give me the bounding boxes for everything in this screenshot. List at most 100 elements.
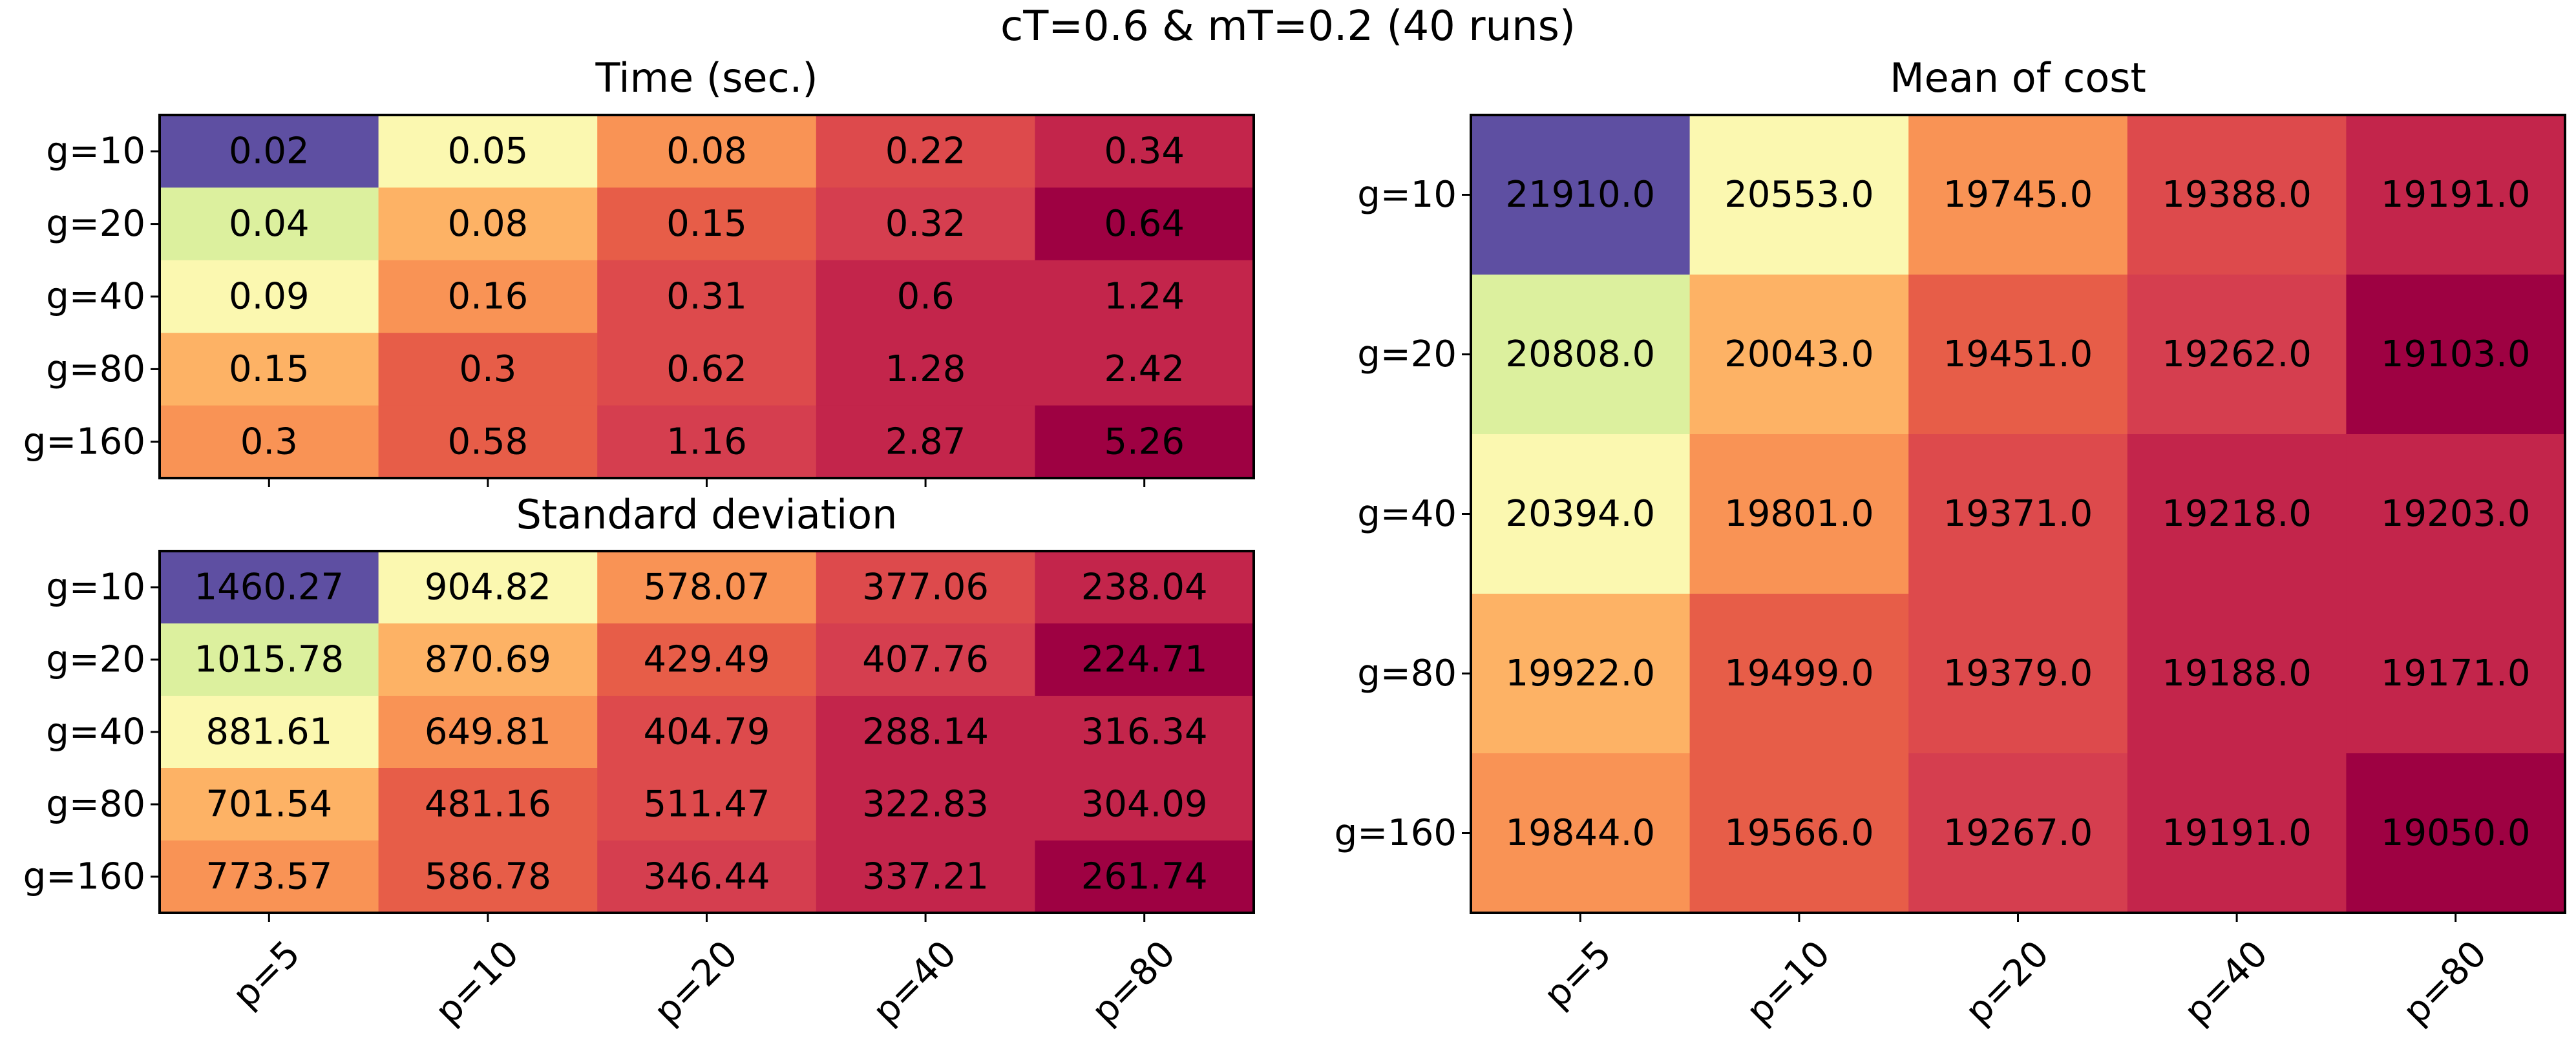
heatmap-cell: [597, 333, 817, 406]
heatmap-cell: [1908, 753, 2128, 914]
heatmap-cell: [378, 696, 598, 769]
y-tick-label: g=20: [46, 203, 145, 245]
cell-value-label: 20553.0: [1724, 174, 1874, 216]
heatmap-cell: [160, 551, 379, 624]
cell-value-label: 19388.0: [2162, 174, 2312, 216]
heatmap-cell: [1471, 434, 1691, 594]
cell-value-label: 870.69: [425, 639, 551, 681]
cell-value-label: 1.24: [1104, 276, 1185, 318]
cell-value-label: 288.14: [862, 711, 989, 753]
y-tick-label: g=40: [46, 711, 145, 753]
heatmap-cell: [1035, 623, 1254, 696]
y-tick-label: g=80: [46, 348, 145, 390]
cell-value-label: 0.58: [448, 421, 529, 463]
cell-value-label: 0.08: [448, 203, 529, 245]
y-tick-label: g=160: [23, 856, 145, 898]
heatmap-cell: [1471, 115, 1691, 275]
heatmap-cell: [378, 768, 598, 841]
y-tick-label: g=10: [46, 130, 145, 172]
cell-value-label: 21910.0: [1506, 174, 1656, 216]
cell-value-label: 0.31: [666, 276, 747, 318]
cell-value-label: 649.81: [425, 711, 551, 753]
cell-value-label: 19103.0: [2381, 333, 2531, 375]
heatmap-cell: [1471, 275, 1691, 435]
heatmap-cell: [597, 840, 817, 914]
heatmap-cell: [1471, 753, 1691, 914]
y-tick-label: g=10: [46, 567, 145, 609]
cell-value-label: 1015.78: [195, 639, 344, 681]
heatmap-cell: [1689, 753, 1909, 914]
heatmap-cell: [160, 840, 379, 914]
heatmap-cell: [160, 260, 379, 333]
cell-value-label: 261.74: [1081, 856, 1208, 898]
heatmap-cell: [816, 115, 1035, 188]
heatmap-cell: [378, 551, 598, 624]
heatmap-cell: [160, 115, 379, 188]
cell-value-label: 19191.0: [2381, 174, 2531, 216]
cell-value-label: 0.04: [229, 203, 310, 245]
x-tick-label: p=20: [646, 933, 746, 1033]
heatmap-cell: [2127, 594, 2347, 754]
heatmap-cell: [816, 768, 1035, 841]
cell-value-label: 19379.0: [1943, 652, 2093, 694]
cell-value-label: 0.34: [1104, 130, 1185, 172]
heatmap-cell: [1035, 333, 1254, 406]
heatmap-cell: [378, 333, 598, 406]
heatmap-cell: [2346, 275, 2566, 435]
heatmap-cell: [1035, 551, 1254, 624]
heatmap-cell: [597, 187, 817, 261]
heatmap-cell: [1908, 115, 2128, 275]
cell-value-label: 701.54: [206, 784, 332, 826]
x-tick-label: p=10: [1738, 933, 1839, 1033]
heatmap-cell: [816, 333, 1035, 406]
heatmap-cell: [1035, 768, 1254, 841]
heatmap-cell: [597, 623, 817, 696]
figure-suptitle: cT=0.6 & mT=0.2 (40 runs): [1000, 3, 1576, 50]
heatmap-cell: [160, 333, 379, 406]
cell-value-label: 773.57: [206, 856, 332, 898]
x-tick-label: p=20: [1958, 933, 2058, 1033]
cell-value-label: 0.3: [240, 421, 298, 463]
cell-value-label: 578.07: [644, 567, 770, 609]
y-tick-label: g=20: [46, 639, 145, 681]
x-tick-label: p=10: [427, 933, 527, 1033]
heatmap-panel-1: Time (sec.) 0.02 0.05 0.08 0.22 0.34 0.04 0.08 0…: [23, 54, 1255, 487]
heatmap-cell: [160, 405, 379, 479]
heatmap-cell: [378, 187, 598, 261]
y-tick-label: g=40: [1357, 493, 1457, 535]
cell-value-label: 20043.0: [1724, 333, 1874, 375]
y-tick-label: g=10: [1357, 174, 1457, 216]
cell-value-label: 19203.0: [2381, 493, 2531, 535]
heatmap-cell: [597, 115, 817, 188]
heatmap-cell: [816, 696, 1035, 769]
heatmap-cell: [1035, 840, 1254, 914]
y-tick-label: g=160: [1335, 812, 1457, 854]
cell-value-label: 586.78: [425, 856, 551, 898]
heatmap-cell: [378, 840, 598, 914]
heatmap-cell: [160, 187, 379, 261]
cell-value-label: 5.26: [1104, 421, 1185, 463]
heatmap-cell: [2346, 753, 2566, 914]
cell-value-label: 1460.27: [195, 567, 344, 609]
cell-value-label: 429.49: [644, 639, 770, 681]
heatmap-cell: [1035, 405, 1254, 479]
heatmap-cell: [1689, 594, 1909, 754]
y-tick-label: g=80: [1357, 652, 1457, 694]
heatmap-cell: [2127, 434, 2347, 594]
panel-title: Mean of cost: [1890, 54, 2146, 101]
heatmap-cell: [160, 768, 379, 841]
heatmap-cell: [597, 696, 817, 769]
heatmap-panel-2: Standard deviation 1460.27 904.82 578.07 377…: [23, 491, 1255, 1033]
cell-value-label: 881.61: [206, 711, 332, 753]
cell-value-label: 20394.0: [1506, 493, 1656, 535]
heatmap-cell: [816, 551, 1035, 624]
cell-value-label: 19218.0: [2162, 493, 2312, 535]
x-tick-label: p=5: [225, 933, 308, 1016]
cell-value-label: 904.82: [425, 567, 551, 609]
cell-value-label: 0.6: [897, 276, 955, 318]
heatmap-cell: [1689, 434, 1909, 594]
heatmap-cell: [2346, 594, 2566, 754]
cell-value-label: 19801.0: [1724, 493, 1874, 535]
heatmap-cell: [1689, 275, 1909, 435]
